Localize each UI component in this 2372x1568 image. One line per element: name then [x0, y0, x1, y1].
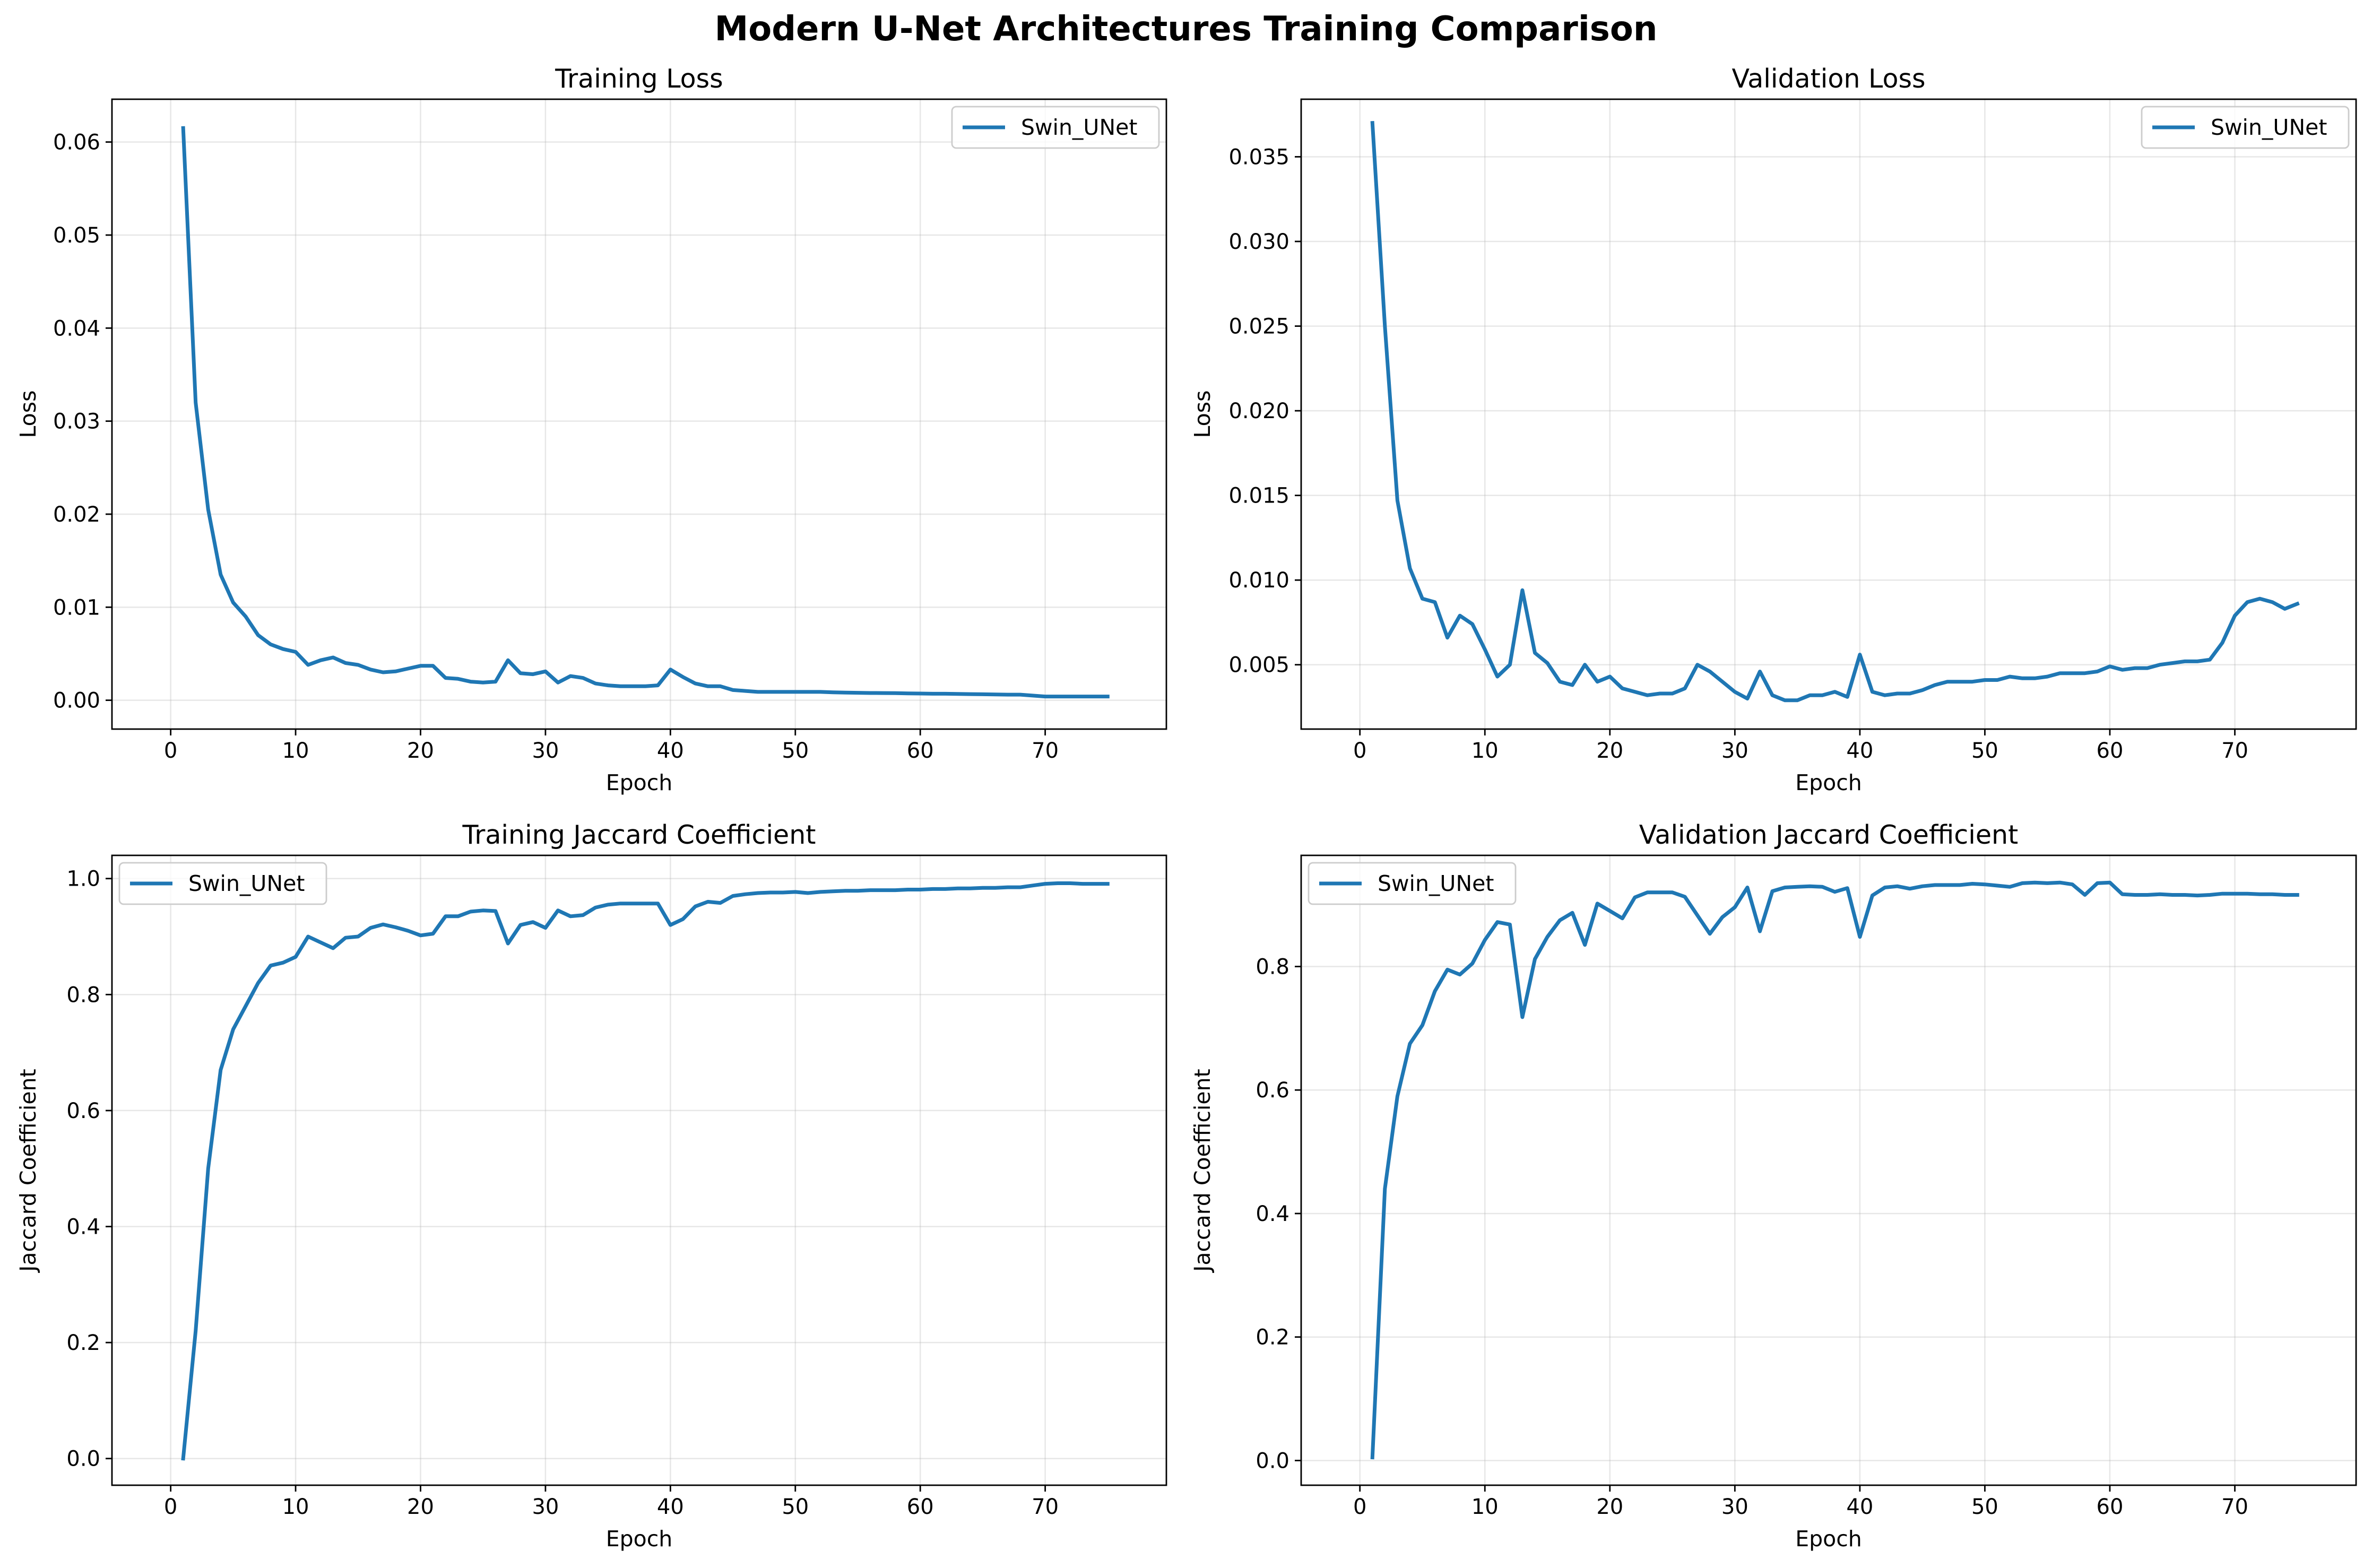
validation-jaccard-y-tick-label: 0.0	[1256, 1449, 1289, 1473]
training-loss-x-tick-label: 10	[282, 739, 309, 763]
training-loss-y-tick-label: 0.00	[53, 689, 100, 713]
training-jaccard-legend-label: Swin_UNet	[188, 871, 305, 896]
validation-loss-x-tick-label: 0	[1353, 739, 1366, 763]
training-loss-y-tick-label: 0.04	[53, 316, 100, 341]
validation-jaccard-x-tick-label: 0	[1353, 1495, 1366, 1519]
training-jaccard-axes-frame	[111, 854, 1167, 1486]
validation-loss-y-tick-label: 0.005	[1228, 653, 1289, 678]
training-jaccard-x-tick-label: 10	[282, 1495, 309, 1519]
training-loss-y-tick-label: 0.06	[53, 131, 100, 155]
training-loss-x-tick-label: 40	[657, 739, 684, 763]
validation-loss-x-tick-label: 10	[1471, 739, 1499, 763]
training-loss-y-tick-label: 0.05	[53, 223, 100, 248]
validation-loss-legend-label: Swin_UNet	[2211, 115, 2327, 140]
validation-jaccard-x-tick-label: 60	[2097, 1495, 2124, 1519]
training-loss-y-tick-label: 0.01	[53, 595, 100, 620]
validation-loss-y-tick-label: 0.020	[1228, 399, 1289, 423]
training-loss-x-axis-label: Epoch	[606, 770, 673, 795]
training-loss-y-axis-label: Loss	[15, 391, 41, 438]
training-jaccard-series-line	[181, 881, 1110, 1461]
validation-jaccard-x-axis-label: Epoch	[1795, 1526, 1862, 1552]
training-jaccard-x-tick-label: 30	[532, 1495, 559, 1519]
validation-loss-x-tick-label: 70	[2221, 739, 2248, 763]
validation-loss-title: Validation Loss	[1732, 64, 1925, 94]
training-loss-x-tick-label: 50	[782, 739, 809, 763]
training-jaccard-x-tick-label: 40	[657, 1495, 684, 1519]
validation-jaccard-panel: 0 10 20 30 40 50 60 70 0.0 0.2 0.4 0.6 0.8 Validation…	[1190, 820, 2357, 1552]
validation-jaccard-x-tick-label: 20	[1596, 1495, 1623, 1519]
training-jaccard-y-tick-label: 0.0	[66, 1447, 100, 1471]
validation-loss-y-tick-label: 0.030	[1228, 230, 1289, 254]
training-jaccard-x-tick-label: 60	[907, 1495, 934, 1519]
validation-loss-y-tick-label: 0.025	[1228, 315, 1289, 339]
validation-jaccard-title: Validation Jaccard Coefficient	[1639, 820, 2019, 850]
validation-loss-x-tick-label: 30	[1721, 739, 1748, 763]
validation-jaccard-y-tick-label: 0.2	[1256, 1326, 1289, 1350]
validation-loss-x-tick-label: 20	[1596, 739, 1623, 763]
validation-loss-legend: Swin_UNet	[2141, 106, 2350, 149]
training-jaccard-title: Training Jaccard Coefficient	[462, 820, 816, 850]
chart-panels: 0 10 20 30 40 50 60 700.000.010.020.030.040.050…	[15, 64, 2357, 1552]
validation-loss-y-tick-label: 0.035	[1228, 145, 1289, 169]
training-jaccard-legend: Swin_UNet	[118, 862, 327, 905]
validation-jaccard-axes-frame	[1300, 854, 2357, 1486]
figure-title: Modern U-Net Architectures Training Comp…	[715, 10, 1658, 49]
training-jaccard-y-tick-label: 0.4	[66, 1215, 100, 1240]
training-jaccard-x-tick-label: 20	[407, 1495, 434, 1519]
training-loss-panel: 0 10 20 30 40 50 60 70 0.00 0.01 0.02 0.03 0.04 0.05 0…	[15, 64, 1167, 795]
validation-loss-y-tick-label: 0.010	[1228, 568, 1289, 593]
validation-jaccard-legend-label: Swin_UNet	[1378, 871, 1494, 896]
training-jaccard-x-axis-label: Epoch	[606, 1526, 673, 1552]
validation-jaccard-x-tick-label: 40	[1846, 1495, 1873, 1519]
training-jaccard-x-tick-label: 70	[1032, 1495, 1059, 1519]
validation-jaccard-y-tick-label: 0.8	[1256, 955, 1289, 979]
training-loss-y-tick-label: 0.02	[53, 503, 100, 527]
validation-loss-x-tick-label: 40	[1846, 739, 1873, 763]
validation-loss-axes-frame	[1300, 98, 2357, 730]
validation-jaccard-x-tick-label: 30	[1721, 1495, 1748, 1519]
training-loss-x-tick-label: 20	[407, 739, 434, 763]
validation-jaccard-legend-box	[1308, 862, 1517, 905]
validation-loss-y-axis-label: Loss	[1190, 391, 1215, 438]
training-loss-legend-label: Swin_UNet	[1021, 115, 1137, 140]
training-jaccard-y-tick-label: 0.2	[66, 1331, 100, 1355]
training-jaccard-panel: 0 10 20 30 40 50 60 70 0.0 0.2 0.4 0.6 0.8 1.0 Trainin…	[15, 820, 1167, 1552]
training-jaccard-legend-box	[118, 862, 327, 905]
validation-loss-legend-box	[2141, 106, 2350, 149]
training-loss-x-tick-label: 70	[1032, 739, 1059, 763]
validation-jaccard-series-line	[1370, 880, 2299, 1460]
validation-loss-y-tick-label: 0.015	[1228, 484, 1289, 508]
validation-jaccard-y-tick-label: 0.6	[1256, 1078, 1289, 1103]
validation-jaccard-x-tick-label: 70	[2221, 1495, 2248, 1519]
training-loss-x-tick-label: 30	[532, 739, 559, 763]
validation-jaccard-x-tick-label: 50	[1971, 1495, 1998, 1519]
validation-loss-panel: 0 10 20 30 40 50 60 70 0.005 0.010 0.015 0.020 0.025…	[1190, 64, 2357, 795]
training-jaccard-x-tick-label: 0	[164, 1495, 177, 1519]
validation-jaccard-y-tick-label: 0.4	[1256, 1202, 1289, 1226]
validation-loss-x-tick-label: 50	[1971, 739, 1998, 763]
training-jaccard-y-axis-label: Jaccard Coefficient	[15, 1069, 41, 1273]
training-jaccard-y-tick-label: 1.0	[66, 867, 100, 891]
validation-jaccard-legend: Swin_UNet	[1308, 862, 1517, 905]
training-jaccard-y-tick-label: 0.8	[66, 983, 100, 1007]
training-loss-y-tick-label: 0.03	[53, 410, 100, 434]
training-loss-title: Training Loss	[555, 64, 723, 94]
validation-loss-x-axis-label: Epoch	[1795, 770, 1862, 795]
validation-loss-x-tick-label: 60	[2097, 739, 2124, 763]
training-loss-legend-box	[951, 106, 1160, 149]
training-loss-series-line	[181, 126, 1110, 699]
training-loss-x-tick-label: 60	[907, 739, 934, 763]
training-loss-axes-frame	[111, 98, 1167, 730]
training-loss-legend: Swin_UNet	[951, 106, 1160, 149]
training-jaccard-y-tick-label: 0.6	[66, 1099, 100, 1123]
training-jaccard-x-tick-label: 50	[782, 1495, 809, 1519]
validation-loss-series-line	[1370, 120, 2300, 703]
validation-jaccard-x-tick-label: 10	[1471, 1495, 1499, 1519]
training-loss-x-tick-label: 0	[164, 739, 177, 763]
validation-jaccard-y-axis-label: Jaccard Coefficient	[1190, 1069, 1215, 1273]
